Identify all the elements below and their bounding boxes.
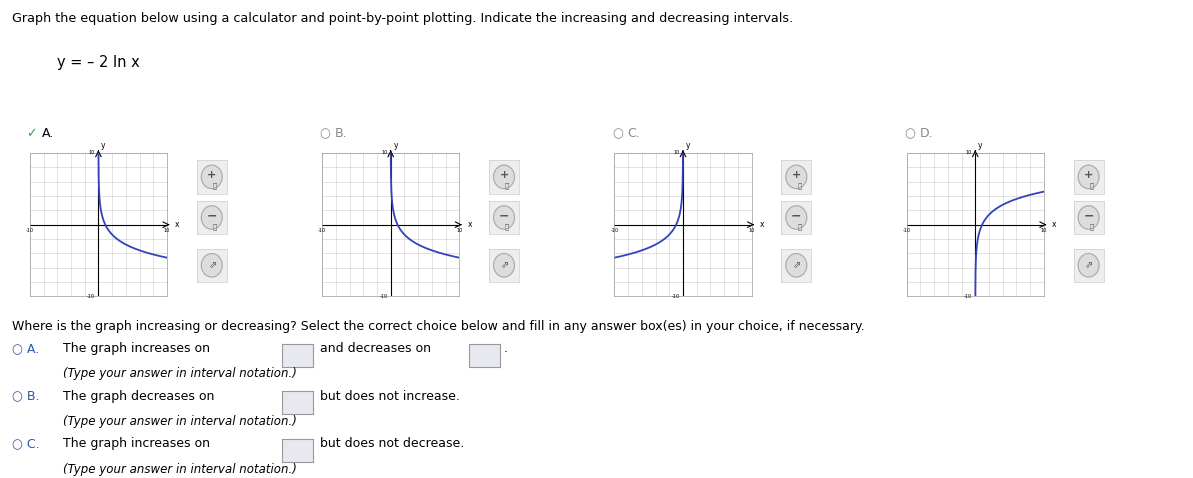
Text: -10: -10: [964, 294, 972, 299]
Text: ⇗: ⇗: [208, 261, 216, 270]
Text: ⌕: ⌕: [1089, 183, 1094, 189]
Text: -10: -10: [87, 294, 95, 299]
Text: y: y: [101, 141, 106, 150]
Text: 10: 10: [163, 228, 171, 233]
Text: y: y: [686, 141, 691, 150]
Text: −: −: [791, 209, 802, 222]
Text: x: x: [175, 220, 180, 229]
Text: 10: 10: [748, 228, 755, 233]
Text: +: +: [792, 170, 801, 180]
Text: ⇗: ⇗: [500, 261, 508, 270]
Circle shape: [202, 206, 222, 229]
Text: −: −: [499, 209, 509, 222]
Circle shape: [786, 206, 806, 229]
Text: C.: C.: [628, 127, 641, 141]
Text: 10: 10: [673, 151, 680, 155]
Circle shape: [1078, 165, 1099, 189]
Circle shape: [786, 165, 806, 189]
Text: -10: -10: [319, 228, 326, 233]
Text: 10: 10: [456, 228, 463, 233]
Text: +: +: [208, 170, 216, 180]
Circle shape: [494, 165, 514, 189]
Text: ⌕: ⌕: [797, 183, 802, 189]
Text: ⌕: ⌕: [212, 183, 217, 189]
Circle shape: [1078, 206, 1099, 229]
Text: Graph the equation below using a calculator and point-by-point plotting. Indicat: Graph the equation below using a calcula…: [12, 12, 793, 25]
Text: ⌕: ⌕: [505, 183, 509, 189]
Text: 10: 10: [381, 151, 388, 155]
Text: y = – 2 ln x: y = – 2 ln x: [57, 55, 140, 70]
Text: ○: ○: [320, 127, 330, 141]
Text: D.: D.: [920, 127, 933, 141]
Text: 10: 10: [1040, 228, 1047, 233]
Circle shape: [202, 253, 222, 277]
Text: .: .: [503, 342, 507, 355]
Text: A.: A.: [42, 127, 54, 141]
Circle shape: [1078, 253, 1099, 277]
Text: ○ C.: ○ C.: [12, 437, 39, 450]
Text: -10: -10: [379, 294, 388, 299]
Circle shape: [494, 253, 514, 277]
Text: ✓: ✓: [26, 127, 37, 141]
Text: B.: B.: [335, 127, 348, 141]
Text: +: +: [1084, 170, 1093, 180]
Text: +: +: [500, 170, 508, 180]
Text: The graph increases on: The graph increases on: [63, 437, 210, 450]
Text: ○ A.: ○ A.: [12, 342, 39, 355]
Text: ⌕: ⌕: [1089, 223, 1094, 230]
Circle shape: [494, 206, 514, 229]
Text: and decreases on: and decreases on: [316, 342, 431, 355]
Text: 10: 10: [965, 151, 972, 155]
Text: -10: -10: [903, 228, 910, 233]
Text: (Type your answer in interval notation.): (Type your answer in interval notation.): [63, 415, 297, 428]
Text: The graph decreases on: The graph decreases on: [63, 390, 215, 402]
Text: -10: -10: [611, 228, 618, 233]
Text: y: y: [978, 141, 983, 150]
Text: y: y: [394, 141, 398, 150]
Text: ⌕: ⌕: [212, 223, 217, 230]
Circle shape: [786, 253, 806, 277]
Text: ⇗: ⇗: [1084, 261, 1093, 270]
Text: ⌕: ⌕: [797, 223, 802, 230]
Text: −: −: [206, 209, 217, 222]
Text: but does not increase.: but does not increase.: [316, 390, 460, 402]
Text: x: x: [1052, 220, 1057, 229]
Text: -10: -10: [26, 228, 33, 233]
Text: ○: ○: [904, 127, 915, 141]
Text: but does not decrease.: but does not decrease.: [316, 437, 464, 450]
Text: (Type your answer in interval notation.): (Type your answer in interval notation.): [63, 367, 297, 380]
Text: ○ B.: ○ B.: [12, 390, 39, 402]
Text: x: x: [760, 220, 765, 229]
Text: ⌕: ⌕: [505, 223, 509, 230]
Text: 10: 10: [88, 151, 95, 155]
Text: -10: -10: [672, 294, 680, 299]
Text: ⇗: ⇗: [792, 261, 801, 270]
Circle shape: [202, 165, 222, 189]
Text: −: −: [1083, 209, 1094, 222]
Text: Where is the graph increasing or decreasing? Select the correct choice below and: Where is the graph increasing or decreas…: [12, 320, 865, 333]
Text: (Type your answer in interval notation.): (Type your answer in interval notation.): [63, 463, 297, 476]
Text: The graph increases on: The graph increases on: [63, 342, 210, 355]
Text: ○: ○: [612, 127, 623, 141]
Text: x: x: [468, 220, 472, 229]
